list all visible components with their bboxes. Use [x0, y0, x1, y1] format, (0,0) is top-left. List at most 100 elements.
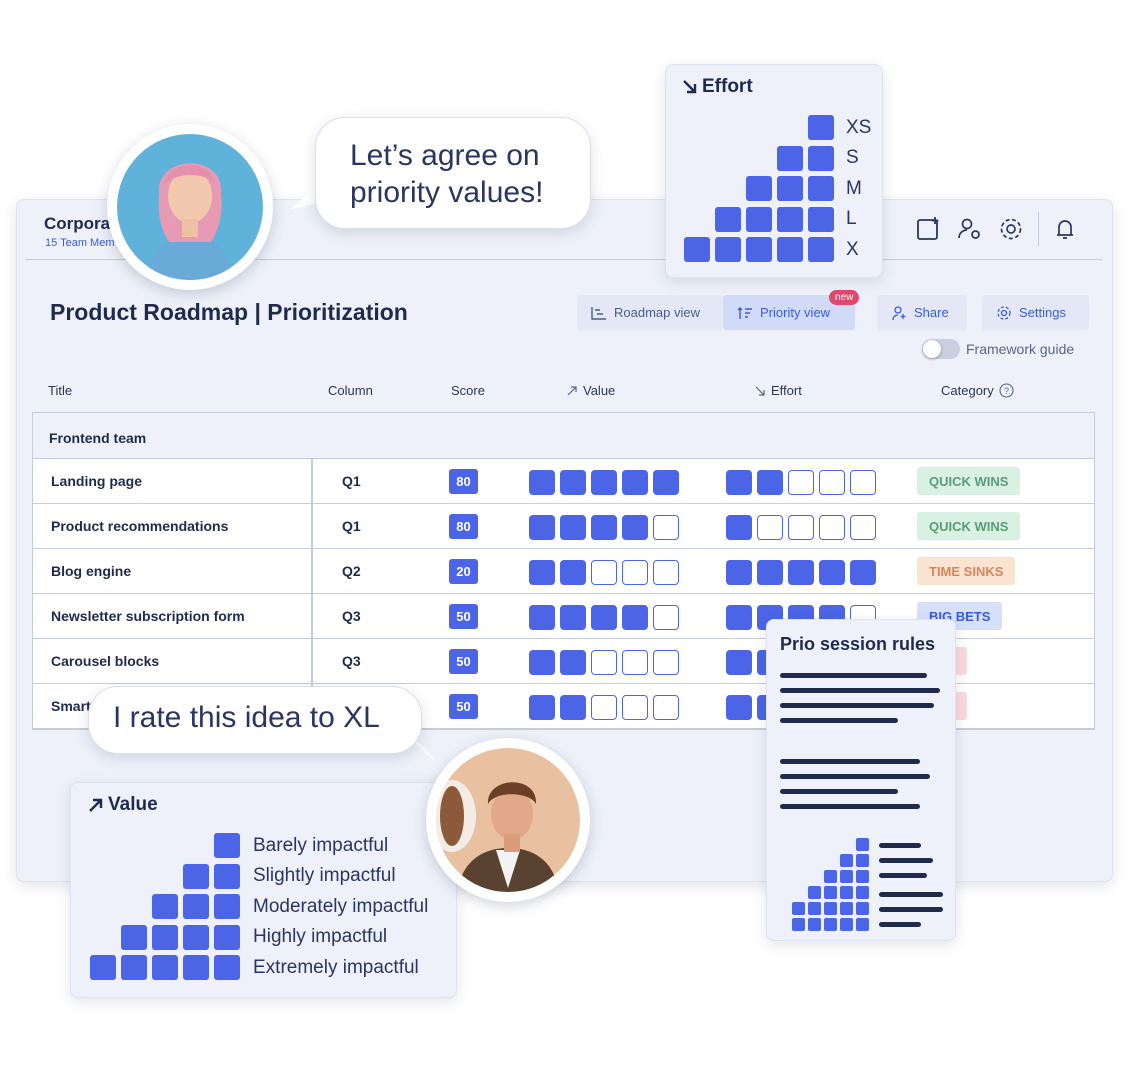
text-line [879, 922, 921, 927]
value-rating-square[interactable] [560, 560, 586, 585]
value-rating-square[interactable] [591, 470, 617, 495]
row-title[interactable]: Product recommendations [51, 518, 229, 534]
value-rating[interactable] [529, 605, 679, 630]
workspace-members[interactable]: 15 Team Mem [45, 237, 115, 249]
value-rating-square[interactable] [622, 650, 648, 675]
legend-square [183, 924, 209, 950]
mini-square [840, 902, 853, 915]
group-header[interactable]: Frontend team [33, 413, 1094, 459]
value-rating-square[interactable] [529, 560, 555, 585]
column-header-effort[interactable]: Effort [754, 383, 802, 398]
value-rating-square[interactable] [591, 650, 617, 675]
column-header-title[interactable]: Title [48, 383, 73, 398]
value-rating-square[interactable] [591, 605, 617, 630]
value-rating[interactable] [529, 695, 679, 720]
value-rating[interactable] [529, 650, 679, 675]
value-rating-square[interactable] [529, 470, 555, 495]
effort-rating-square[interactable] [726, 650, 752, 675]
effort-rating[interactable] [726, 470, 876, 495]
value-rating-square[interactable] [653, 560, 679, 585]
effort-rating-square[interactable] [850, 515, 876, 540]
value-rating-square[interactable] [529, 695, 555, 720]
row-title[interactable]: Blog engine [51, 563, 132, 579]
value-rating-square[interactable] [591, 695, 617, 720]
effort-rating-square[interactable] [757, 515, 783, 540]
value-rating-square[interactable] [622, 515, 648, 540]
row-column: Q2 [342, 563, 361, 579]
value-rating-square[interactable] [529, 605, 555, 630]
share-button[interactable]: Share [877, 295, 967, 330]
effort-rating-square[interactable] [850, 470, 876, 495]
effort-rating-square[interactable] [788, 470, 814, 495]
effort-rating-square[interactable] [726, 470, 752, 495]
row-title[interactable]: Carousel blocks [51, 653, 160, 669]
value-rating-square[interactable] [560, 470, 586, 495]
row-title[interactable]: Landing page [51, 473, 142, 489]
category-badge[interactable]: QUICK WINS [917, 512, 1021, 540]
value-rating-square[interactable] [560, 650, 586, 675]
effort-rating-square[interactable] [788, 560, 814, 585]
value-rating-square[interactable] [529, 515, 555, 540]
effort-rating-square[interactable] [819, 515, 845, 540]
table-row[interactable]: Product recommendations Q1 80 QUICK WINS [33, 504, 1094, 549]
value-rating-square[interactable] [591, 515, 617, 540]
value-rating-square[interactable] [653, 515, 679, 540]
value-rating[interactable] [529, 515, 679, 540]
bell-icon[interactable] [1051, 215, 1079, 243]
value-rating-square[interactable] [529, 650, 555, 675]
value-rating[interactable] [529, 470, 679, 495]
column-header-score[interactable]: Score [451, 383, 485, 398]
bubble-text: Let’s agree on priority values! [350, 139, 544, 209]
table-row[interactable]: Blog engine Q2 20 TIME SINKS [33, 549, 1094, 594]
value-rating-square[interactable] [560, 605, 586, 630]
add-board-icon[interactable] [914, 215, 942, 243]
effort-rating[interactable] [726, 515, 876, 540]
effort-rating-square[interactable] [726, 605, 752, 630]
settings-button[interactable]: Settings [982, 295, 1089, 330]
effort-rating-square[interactable] [819, 560, 845, 585]
value-rating-square[interactable] [560, 695, 586, 720]
column-header-category[interactable]: Category ? [941, 383, 1014, 398]
value-rating-square[interactable] [653, 470, 679, 495]
category-badge[interactable]: TIME SINKS [917, 557, 1016, 585]
table-row[interactable]: Newsletter subscription form Q3 50 BIG BETS [33, 594, 1094, 639]
value-rating-square[interactable] [591, 560, 617, 585]
legend-square [183, 894, 209, 919]
effort-level-label: X [846, 238, 859, 260]
mini-square [808, 886, 821, 899]
value-rating-square[interactable] [653, 650, 679, 675]
row-title[interactable]: Newsletter subscription form [51, 608, 245, 624]
value-rating[interactable] [529, 560, 679, 585]
category-badge[interactable]: QUICK WINS [917, 467, 1021, 495]
value-rating-square[interactable] [622, 605, 648, 630]
effort-rating-square[interactable] [757, 470, 783, 495]
framework-guide-toggle[interactable] [922, 339, 960, 359]
value-rating-square[interactable] [622, 560, 648, 585]
column-divider [311, 459, 313, 730]
effort-rating-square[interactable] [726, 515, 752, 540]
table-row[interactable]: Landing page Q1 80 QUICK WINS [33, 459, 1094, 504]
roadmap-view-tab[interactable]: Roadmap view [577, 295, 723, 330]
effort-rating-square[interactable] [788, 515, 814, 540]
effort-rating-square[interactable] [819, 470, 845, 495]
value-rating-square[interactable] [653, 605, 679, 630]
effort-rating-square[interactable] [757, 560, 783, 585]
effort-rating-square[interactable] [726, 560, 752, 585]
value-rating-square[interactable] [622, 470, 648, 495]
gear-icon[interactable] [997, 215, 1025, 243]
effort-legend-popup: Effort XS S M L X [665, 64, 883, 278]
workspace-name[interactable]: Corpora [44, 214, 111, 233]
roadmap-view-label: Roadmap view [614, 305, 700, 320]
column-header-value[interactable]: Value [566, 383, 615, 398]
effort-rating[interactable] [726, 560, 876, 585]
column-header-column[interactable]: Column [328, 383, 373, 398]
effort-rating-square[interactable] [726, 695, 752, 720]
effort-rating-square[interactable] [850, 560, 876, 585]
text-line [780, 774, 930, 779]
value-rating-square[interactable] [653, 695, 679, 720]
value-rating-square[interactable] [560, 515, 586, 540]
user-settings-icon[interactable] [956, 215, 984, 243]
value-rating-square[interactable] [622, 695, 648, 720]
row-title[interactable]: Smart [51, 698, 91, 714]
help-icon[interactable]: ? [999, 383, 1014, 398]
